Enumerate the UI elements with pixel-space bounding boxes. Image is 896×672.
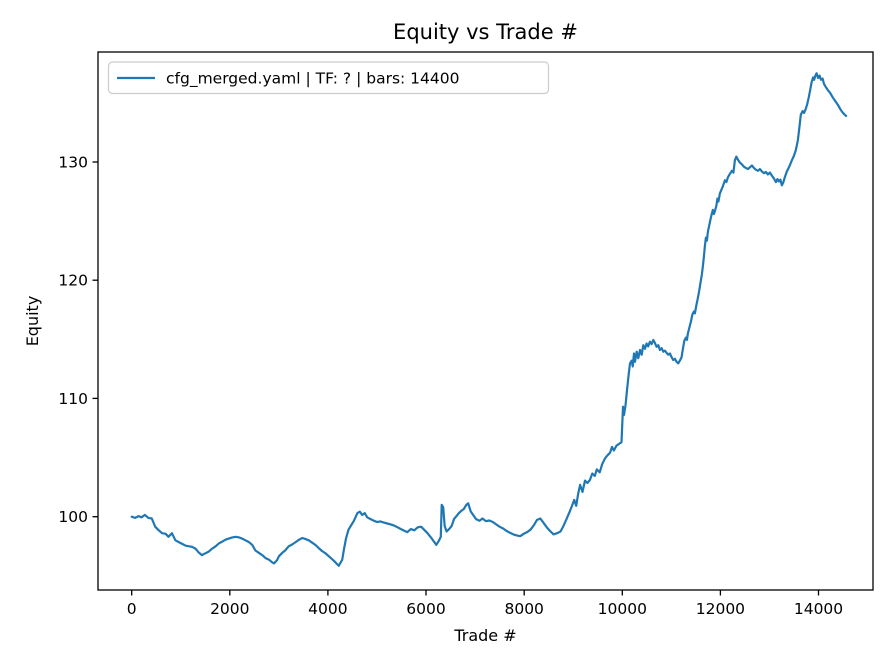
x-tick-label: 2000	[210, 600, 249, 618]
chart-title: Equity vs Trade #	[393, 20, 578, 44]
y-axis-ticks: 100 110 120 130	[58, 154, 98, 526]
x-tick-label: 12000	[696, 600, 745, 618]
legend: cfg_merged.yaml | TF: ? | bars: 14400	[107, 61, 550, 95]
x-axis-label: Trade #	[453, 626, 516, 645]
x-tick-label: 0	[127, 600, 137, 618]
y-tick-label: 110	[58, 390, 88, 408]
equity-line	[130, 72, 848, 567]
legend-box	[107, 61, 550, 95]
y-axis-label: Equity	[23, 296, 42, 347]
plot-area	[98, 52, 873, 590]
x-tick-label: 10000	[598, 600, 647, 618]
x-tick-label: 4000	[308, 600, 347, 618]
legend-label: cfg_merged.yaml | TF: ? | bars: 14400	[166, 70, 459, 89]
x-tick-label: 6000	[406, 600, 445, 618]
x-axis-ticks: 0 2000 4000 6000 8000 10000 12000 14000	[127, 590, 843, 618]
y-tick-label: 120	[58, 272, 88, 290]
axes-frame	[97, 51, 874, 591]
y-tick-label: 100	[58, 508, 88, 526]
y-tick-label: 130	[58, 154, 88, 172]
x-tick-label: 8000	[504, 600, 543, 618]
x-tick-label: 14000	[794, 600, 843, 618]
